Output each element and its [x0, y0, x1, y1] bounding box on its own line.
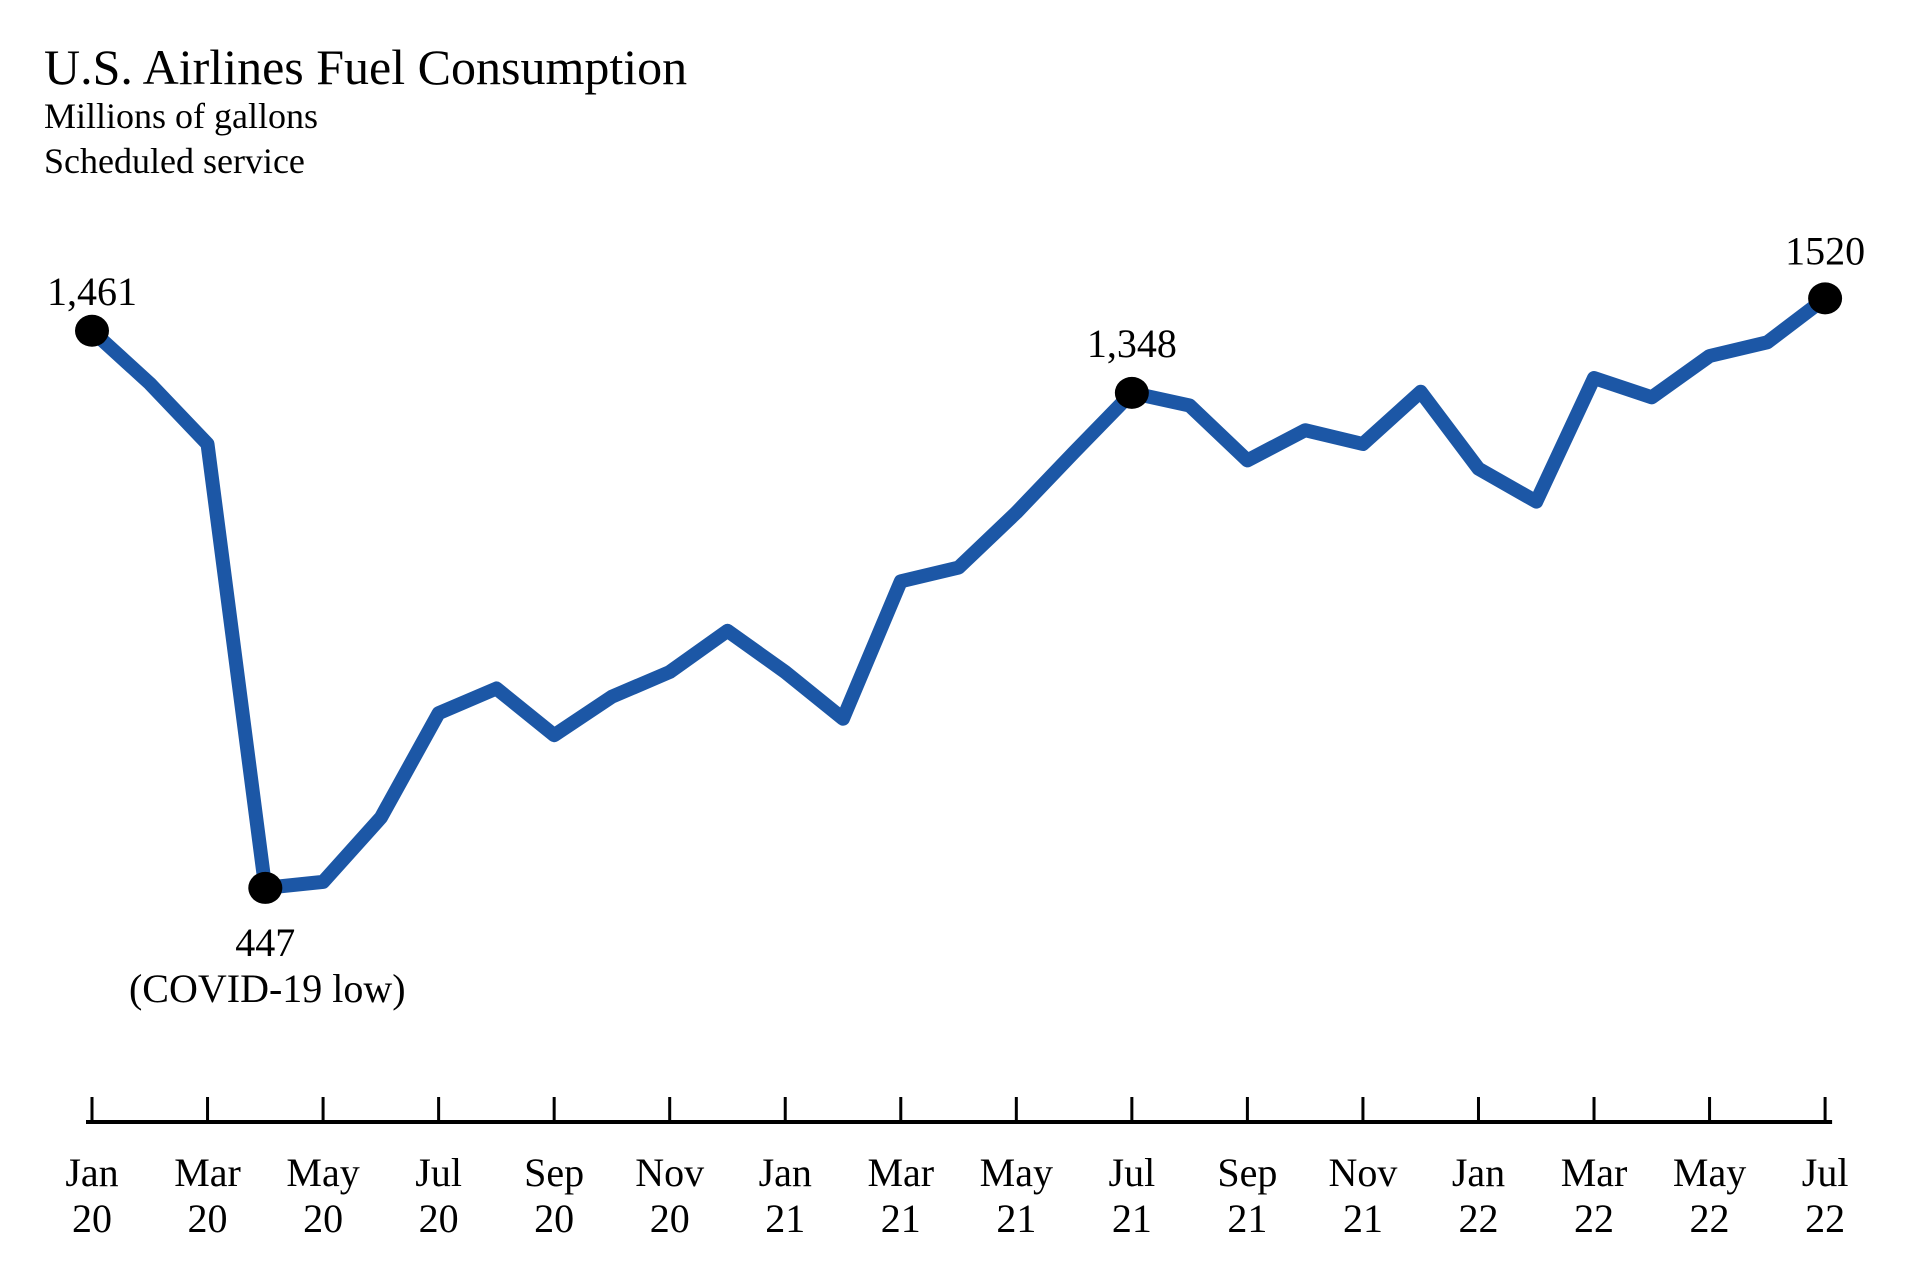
data-point-label: 1520	[1785, 228, 1865, 273]
x-axis-tick-label-month: Jul	[1109, 1150, 1156, 1195]
x-axis-tick-label-year: 20	[534, 1196, 574, 1241]
x-axis-tick-label-month: Mar	[1561, 1150, 1628, 1195]
x-axis-tick-label-month: Sep	[524, 1150, 584, 1195]
x-axis-tick-label-year: 21	[1112, 1196, 1152, 1241]
x-axis-tick-label-year: 20	[72, 1196, 112, 1241]
x-axis-tick-label-year: 20	[303, 1196, 343, 1241]
x-axis-tick-label-year: 20	[650, 1196, 690, 1241]
x-axis-tick-label-month: Sep	[1217, 1150, 1277, 1195]
x-axis-tick-label-month: Mar	[867, 1150, 934, 1195]
x-axis-tick-label-month: Jul	[415, 1150, 462, 1195]
x-axis-tick-label-month: May	[286, 1150, 359, 1195]
x-axis-tick-label-year: 21	[765, 1196, 805, 1241]
x-axis-tick-label-year: 20	[188, 1196, 228, 1241]
x-axis-tick-label-year: 21	[1343, 1196, 1383, 1241]
x-axis-tick-label-year: 20	[419, 1196, 459, 1241]
x-axis-tick-label-month: Nov	[1328, 1150, 1397, 1195]
x-axis-tick-label-year: 22	[1805, 1196, 1845, 1241]
x-axis-tick-label-month: Jul	[1802, 1150, 1849, 1195]
x-axis-tick-label-month: May	[980, 1150, 1053, 1195]
x-axis-tick-label-year: 21	[1227, 1196, 1267, 1241]
x-axis-tick-label-year: 21	[881, 1196, 921, 1241]
data-point-marker	[1808, 282, 1843, 315]
x-axis-tick-label-year: 22	[1458, 1196, 1498, 1241]
x-axis-tick-label-month: Jan	[759, 1150, 812, 1195]
x-axis-tick-label-year: 22	[1574, 1196, 1614, 1241]
x-axis-tick-label-month: Mar	[174, 1150, 241, 1195]
data-point-marker	[248, 871, 283, 904]
data-point-sublabel: (COVID-19 low)	[129, 966, 406, 1011]
data-point-label: 1,348	[1087, 321, 1177, 366]
x-axis-tick-label-month: Jan	[1452, 1150, 1505, 1195]
x-axis-tick-label-month: Jan	[65, 1150, 118, 1195]
x-axis-tick-label-year: 22	[1690, 1196, 1730, 1241]
x-axis-tick-label-month: Nov	[635, 1150, 704, 1195]
data-point-marker	[75, 314, 109, 347]
data-point-marker	[1114, 376, 1149, 409]
chart-line	[85, 291, 1833, 895]
data-point-label: 1,461	[47, 269, 137, 314]
x-axis-tick-label-month: May	[1673, 1150, 1746, 1195]
data-point-label: 447	[235, 920, 295, 965]
x-axis-tick-label-year: 21	[996, 1196, 1036, 1241]
